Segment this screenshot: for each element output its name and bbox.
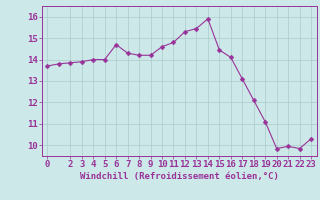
X-axis label: Windchill (Refroidissement éolien,°C): Windchill (Refroidissement éolien,°C) [80, 172, 279, 181]
